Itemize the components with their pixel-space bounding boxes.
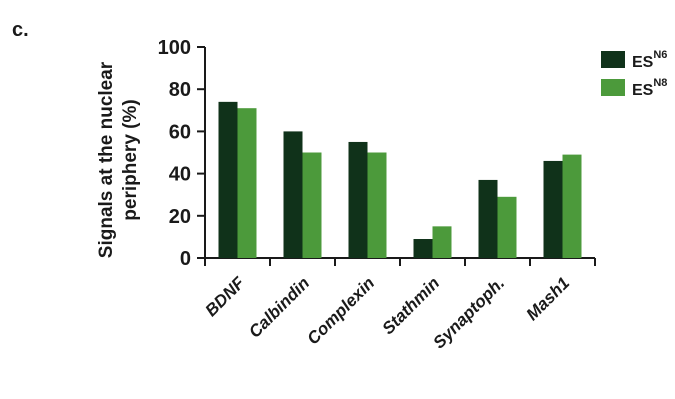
y-tick-label: 40 [169, 164, 191, 186]
bar-calbindin-n8 [302, 152, 322, 258]
y-tick-label: 80 [169, 79, 191, 101]
bar-stathmin-n6 [413, 239, 433, 258]
legend-swatch-n6 [601, 51, 625, 68]
y-axis-title: Signals at the nuclear periphery (%) [96, 61, 141, 258]
bar-mash1-n8 [562, 154, 582, 258]
x-axis-ticks [204, 258, 596, 266]
bar-synaptoph-n6 [478, 179, 498, 258]
bar-bdnf-n8 [237, 108, 257, 258]
legend: ESN6 ESN8 [601, 49, 667, 99]
y-axis-ticks: 0 20 40 60 80 100 [158, 37, 205, 270]
category-label: Complexin [303, 273, 378, 348]
legend-label-n8: ESN8 [632, 77, 667, 99]
bar-stathmin-n8 [432, 226, 452, 258]
bar-complexin-n8 [367, 152, 387, 258]
y-axis-title-line2: periphery (%) [120, 99, 141, 220]
bar-mash1-n6 [543, 160, 563, 258]
y-tick-label: 20 [169, 206, 191, 228]
category-label: BDNF [202, 273, 249, 320]
bar-complexin-n6 [348, 141, 368, 258]
y-tick-label: 0 [180, 248, 191, 270]
bar-synaptoph-n8 [497, 196, 517, 258]
y-axis-title-line1: Signals at the nuclear [96, 61, 117, 258]
bar-calbindin-n6 [283, 131, 303, 258]
bars [218, 101, 582, 258]
category-label: Stathmin [378, 273, 443, 338]
panel-label: c. [12, 19, 29, 41]
y-tick-label: 100 [158, 37, 191, 59]
y-tick-label: 60 [169, 121, 191, 143]
category-label: Mash1 [522, 273, 573, 324]
category-label: Calbindin [245, 273, 313, 341]
bar-bdnf-n6 [218, 101, 238, 258]
legend-swatch-n8 [601, 79, 625, 96]
legend-label-n6: ESN6 [632, 49, 667, 71]
